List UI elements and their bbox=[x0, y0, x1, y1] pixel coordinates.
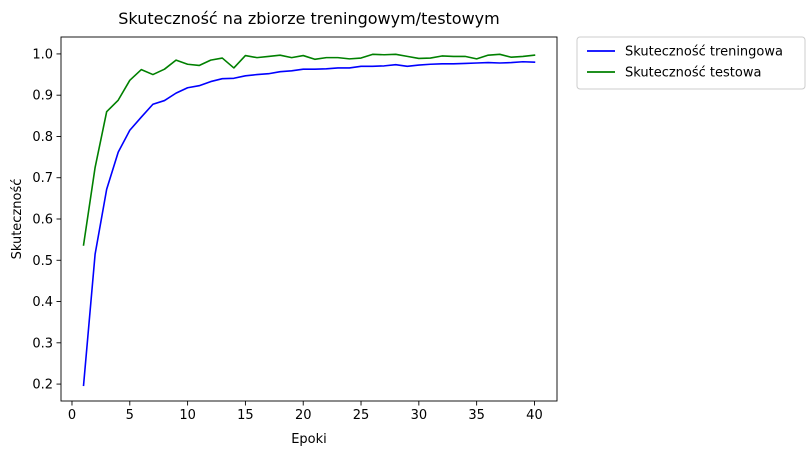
y-axis: 0.2 0.3 0.4 0.5 0.6 0.7 0.8 0.9 1.0 bbox=[32, 47, 61, 393]
y-tick-label: 0.3 bbox=[32, 336, 53, 351]
x-axis-label: Epoki bbox=[291, 432, 327, 447]
x-tick-label: 10 bbox=[179, 408, 196, 423]
series-line-0 bbox=[82, 60, 536, 387]
chart-title: Skuteczność na zbiorze treningowym/testo… bbox=[118, 9, 499, 28]
series-line-1 bbox=[82, 53, 536, 246]
plot-area bbox=[60, 36, 558, 402]
x-tick-label: 0 bbox=[68, 408, 76, 423]
x-axis: 0 5 10 15 20 25 30 35 40 bbox=[68, 401, 543, 423]
legend-label-0: Skuteczność treningowa bbox=[625, 45, 783, 60]
x-tick-label: 15 bbox=[237, 408, 254, 423]
x-tick-label: 35 bbox=[468, 408, 485, 423]
plot-frame bbox=[60, 36, 558, 402]
x-tick-label: 25 bbox=[353, 408, 370, 423]
y-tick-label: 0.2 bbox=[32, 378, 53, 393]
legend-label-1: Skuteczność testowa bbox=[625, 66, 761, 81]
x-tick-label: 30 bbox=[411, 408, 428, 423]
y-tick-label: 0.6 bbox=[32, 213, 53, 228]
x-tick-label: 5 bbox=[126, 408, 134, 423]
x-tick-label: 40 bbox=[526, 408, 543, 423]
legend-box bbox=[576, 36, 806, 90]
y-tick-label: 0.8 bbox=[32, 130, 53, 145]
x-tick-label: 20 bbox=[295, 408, 312, 423]
y-tick-label: 0.7 bbox=[32, 171, 53, 186]
y-tick-label: 1.0 bbox=[32, 47, 53, 62]
y-tick-label: 0.5 bbox=[32, 254, 53, 269]
y-tick-label: 0.4 bbox=[32, 295, 53, 310]
y-axis-label: Skuteczność bbox=[10, 179, 25, 260]
legend: Skuteczność treningowa Skuteczność testow… bbox=[576, 36, 806, 90]
y-tick-label: 0.9 bbox=[32, 89, 53, 104]
